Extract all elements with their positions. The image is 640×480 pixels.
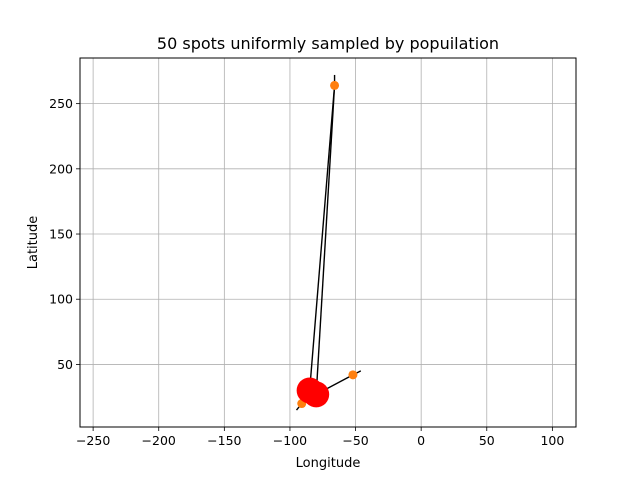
x-axis-ticks: −250 −200 −150 −100 −50 0 50 100 bbox=[76, 427, 564, 448]
x-tick-label: −200 bbox=[142, 433, 176, 448]
data-point-small bbox=[348, 370, 358, 380]
data-points bbox=[296, 80, 358, 409]
connection-line bbox=[308, 85, 336, 391]
y-tick-label: 50 bbox=[57, 357, 73, 372]
y-tick-label: 100 bbox=[49, 292, 73, 307]
x-tick-label: −50 bbox=[342, 433, 368, 448]
y-tick-label: 200 bbox=[49, 161, 73, 176]
y-axis-label: Latitude bbox=[26, 216, 41, 270]
y-tick-label: 250 bbox=[49, 96, 73, 111]
chart-title: 50 spots uniformly sampled by popuilatio… bbox=[157, 34, 499, 53]
x-tick-label: −150 bbox=[207, 433, 241, 448]
x-tick-label: 50 bbox=[479, 433, 495, 448]
x-tick-label: 100 bbox=[540, 433, 564, 448]
x-tick-label: 0 bbox=[417, 433, 425, 448]
grid bbox=[80, 58, 576, 427]
data-point-large bbox=[303, 381, 330, 408]
x-tick-label: −250 bbox=[76, 433, 110, 448]
y-axis-ticks: 50 100 150 200 250 bbox=[49, 96, 80, 372]
x-tick-label: −100 bbox=[273, 433, 307, 448]
data-point-small bbox=[330, 80, 340, 90]
y-tick-label: 150 bbox=[49, 227, 73, 242]
connection-line bbox=[315, 85, 336, 395]
plot-frame bbox=[79, 57, 577, 428]
x-axis-label: Longitude bbox=[296, 456, 361, 471]
